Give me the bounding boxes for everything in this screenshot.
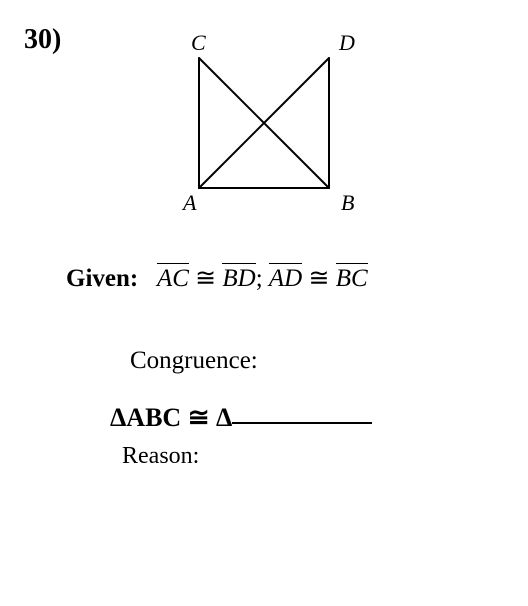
answer-blank[interactable] — [232, 422, 372, 424]
vertex-label-d: D — [338, 30, 355, 55]
reason-label: Reason: — [122, 443, 498, 470]
segment-ad: AD — [269, 263, 302, 293]
congruence-statement: ΔABC ≅ Δ — [110, 403, 498, 433]
triangle-prefix: Δ — [216, 403, 232, 432]
congruent-symbol: ≅ — [188, 403, 210, 432]
vertex-label-c: C — [191, 30, 206, 55]
triangle-abc: ΔABC — [110, 403, 181, 432]
vertex-label-b: B — [341, 190, 354, 215]
segment-bc: BC — [336, 263, 368, 293]
segment-bd: BD — [222, 263, 255, 293]
figure-container: C D A B — [30, 28, 498, 223]
segment-ac: AC — [157, 263, 189, 293]
geometry-figure: C D A B — [149, 28, 379, 223]
congruent-symbol: ≅ — [195, 265, 216, 292]
congruent-symbol: ≅ — [308, 265, 329, 292]
vertex-label-a: A — [181, 190, 197, 215]
problem-number: 30) — [24, 24, 61, 56]
given-line: Given: AC ≅ BD; AD ≅ BC — [66, 263, 498, 293]
separator: ; — [256, 265, 263, 292]
congruence-label: Congruence: — [130, 347, 498, 375]
page: 30) C D A B Given: AC ≅ BD; AD ≅ BC Congrue… — [0, 0, 528, 606]
given-label: Given: — [66, 265, 138, 292]
